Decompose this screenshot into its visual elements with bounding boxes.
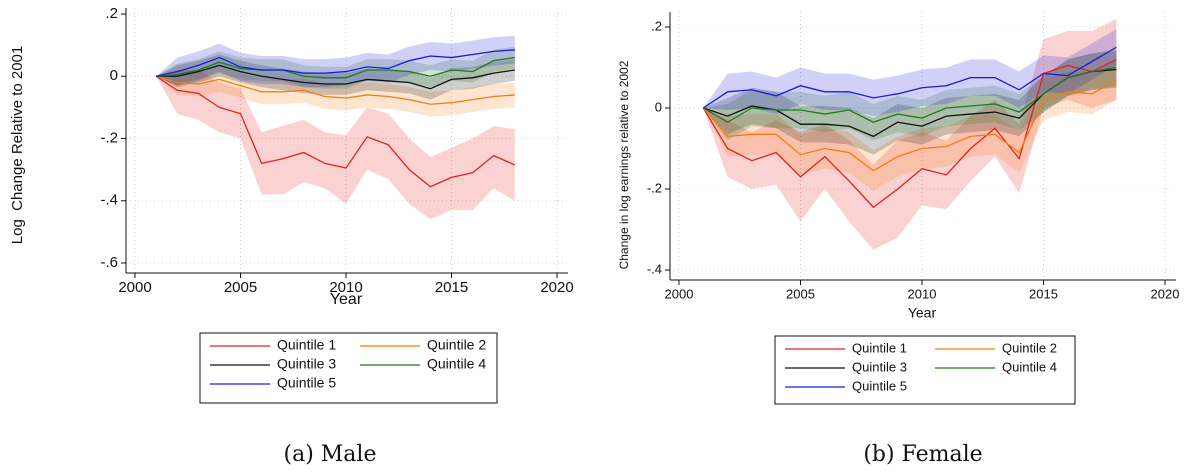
series-line	[156, 56, 515, 79]
y-tick-label: 0	[655, 99, 662, 114]
confidence-band	[703, 51, 1117, 155]
caption: (a) Male	[284, 442, 377, 467]
x-tick-label: 2020	[1151, 286, 1180, 301]
x-tick-label: 2005	[786, 286, 815, 301]
series-line	[155, 75, 515, 105]
confidence-band	[703, 18, 1117, 250]
y-tick-label: -.4	[647, 261, 662, 276]
x-axis-label: Year	[330, 291, 363, 308]
y-tick-label: -.2	[100, 129, 118, 146]
x-axis-label: Year	[908, 305, 937, 321]
x-tick-label: 2010	[908, 286, 937, 301]
confidence-band	[156, 35, 515, 88]
series-line	[156, 64, 515, 90]
confidence-band	[703, 59, 1117, 192]
x-tick-label: 2010	[329, 279, 362, 296]
legend-box	[774, 335, 1076, 405]
x-tick-label: 2020	[540, 279, 573, 296]
legend-label: Quintile 3	[852, 359, 907, 374]
x-tick-label: 2000	[118, 279, 151, 296]
y-tick-label: .2	[105, 5, 118, 22]
y-tick-label: -.2	[647, 180, 662, 195]
confidence-band	[703, 49, 1117, 141]
y-tick-label: -.4	[100, 192, 118, 209]
series-line	[702, 46, 1117, 109]
confidence-band	[156, 46, 515, 89]
series-line	[702, 79, 1117, 172]
confidence-band	[156, 54, 515, 100]
y-tick-label: 0	[110, 67, 118, 84]
legend-label: Quintile 1	[852, 340, 907, 355]
legend-label: Quintile 2	[1002, 340, 1057, 355]
legend-label: Quintile 5	[852, 378, 907, 393]
legend-label: Quintile 4	[1002, 359, 1057, 374]
legend-box	[199, 332, 498, 404]
y-tick-label: -.6	[100, 254, 118, 271]
x-tick-label: 2005	[224, 279, 257, 296]
series-line	[155, 75, 516, 188]
y-tick-label: .2	[651, 18, 662, 33]
series-line	[702, 66, 1117, 123]
legend-label: Quintile 1	[277, 337, 336, 353]
y-axis-label: Change in log earnings relative to 2002	[617, 60, 631, 269]
series-line	[155, 49, 515, 77]
caption: (b) Female	[863, 442, 982, 467]
confidence-band	[703, 29, 1117, 117]
y-axis-label: Log Change Relative to 2001	[9, 46, 26, 244]
x-tick-label: 2000	[665, 286, 694, 301]
x-tick-label: 2015	[435, 279, 468, 296]
legend-label: Quintile 5	[277, 375, 336, 391]
series-line	[702, 58, 1117, 209]
legend-label: Quintile 2	[427, 337, 486, 353]
legend-label: Quintile 4	[427, 356, 486, 372]
legend-label: Quintile 3	[277, 356, 336, 372]
x-tick-label: 2015	[1029, 286, 1058, 301]
confidence-band	[156, 66, 515, 117]
